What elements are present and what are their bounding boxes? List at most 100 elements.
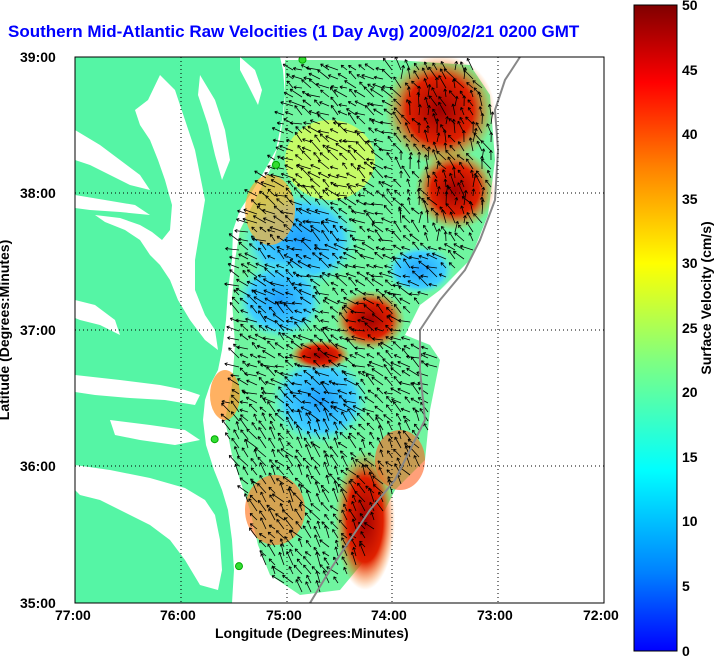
velocity-arrow [300,406,312,413]
velocity-arrow [318,252,330,260]
velocity-arrow [240,414,249,422]
velocity-arrow [231,394,240,404]
velocity-arrow [342,139,357,143]
velocity-arrow [396,412,402,422]
velocity-arrow [404,82,411,89]
velocity-arrow [228,347,240,359]
velocity-arrow [338,103,348,107]
velocity-arrow [465,116,474,125]
velocity-arrow [291,301,303,306]
velocity-arrow [366,157,375,162]
velocity-arrow [424,231,429,242]
velocity-arrow [424,154,429,170]
velocity-arrow [257,499,267,512]
velocity-arrow [274,110,285,116]
y-tick: 39:00 [20,49,56,65]
y-tick: 36:00 [20,458,56,474]
velocity-arrow [278,386,285,395]
velocity-arrow [319,152,330,161]
velocity-arrow [426,197,438,206]
velocity-arrow [354,490,366,503]
velocity-arrow [246,428,258,440]
colorbar-tick: 10 [682,513,698,529]
velocity-arrow [284,194,294,206]
velocity-arrow [449,172,456,188]
velocity-arrow [453,243,465,251]
velocity-arrow [260,394,267,404]
velocity-arrow [366,264,375,269]
velocity-arrow [305,412,312,422]
velocity-arrow [356,271,366,278]
velocity-arrow [441,209,447,224]
velocity-arrow [381,247,393,251]
velocity-arrow [288,100,303,107]
velocity-arrow [288,566,294,575]
velocity-arrow [402,274,411,279]
velocity-arrow [262,350,276,359]
velocity-arrow [481,186,486,197]
velocity-arrow [270,173,285,179]
velocity-arrow [302,126,312,134]
velocity-arrow [286,430,294,440]
velocity-arrow [376,303,384,314]
velocity-arrow [458,224,465,233]
velocity-arrow [473,87,483,98]
velocity-arrow [347,408,357,422]
velocity-arrow [371,313,384,323]
colorbar-tick: 50 [682,0,698,13]
velocity-arrow [268,437,276,449]
velocity-arrow [224,362,240,368]
velocity-arrow [337,363,348,368]
velocity-arrow [406,367,420,377]
velocity-arrow [363,458,375,467]
velocity-arrow [475,174,483,188]
velocity-arrow [418,276,429,287]
velocity-arrow [358,64,366,71]
velocity-arrow [300,167,312,179]
velocity-arrow [357,193,366,198]
velocity-arrow [408,255,420,260]
velocity-arrow [238,253,249,260]
velocity-arrow [306,208,321,215]
velocity-arrow [280,101,294,107]
velocity-arrow [254,447,267,458]
velocity-arrow [240,309,249,314]
velocity-arrow [375,416,384,431]
velocity-arrow [412,241,420,251]
velocity-arrow [325,474,330,485]
velocity-arrow [329,128,339,134]
velocity-arrow [466,221,474,233]
velocity-arrow [401,246,411,251]
velocity-arrow [295,207,303,215]
velocity-arrow [314,208,330,215]
velocity-arrow [404,122,411,134]
velocity-arrow [353,90,366,98]
velocity-arrow [432,171,438,179]
velocity-arrow [313,353,321,359]
velocity-arrow [314,134,321,143]
velocity-arrow [348,65,357,71]
velocity-arrow [351,237,366,242]
velocity-arrow [377,460,384,467]
velocity-arrow [350,452,357,458]
velocity-arrow [408,156,413,170]
velocity-arrow [275,264,285,269]
velocity-arrow [393,401,402,413]
velocity-arrow [369,441,375,449]
velocity-arrow [445,149,456,161]
velocity-arrow [378,466,384,476]
velocity-arrow [359,253,375,260]
velocity-arrow [362,297,375,305]
velocity-arrow [283,254,294,260]
velocity-arrow [333,121,348,125]
velocity-arrow [448,231,456,242]
velocity-arrow [379,449,384,458]
velocity-arrow [431,87,438,98]
velocity-arrow [314,370,330,377]
velocity-arrow [245,317,258,323]
velocity-arrow [330,96,339,107]
velocity-arrow [274,395,285,404]
velocity-arrow [392,244,402,251]
velocity-arrow [340,533,348,539]
velocity-arrow [399,170,403,179]
